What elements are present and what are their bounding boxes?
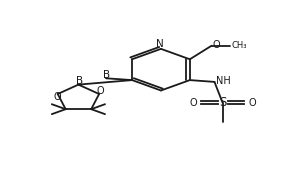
Text: O: O: [213, 40, 220, 50]
Text: O: O: [249, 98, 256, 108]
Text: O: O: [53, 92, 61, 102]
Text: S: S: [219, 96, 226, 109]
Text: O: O: [189, 98, 197, 108]
Text: NH: NH: [216, 76, 231, 86]
Text: N: N: [156, 39, 163, 49]
Text: B: B: [76, 76, 83, 86]
Text: O: O: [96, 86, 104, 96]
Text: B: B: [103, 70, 110, 80]
Text: CH₃: CH₃: [231, 41, 247, 50]
